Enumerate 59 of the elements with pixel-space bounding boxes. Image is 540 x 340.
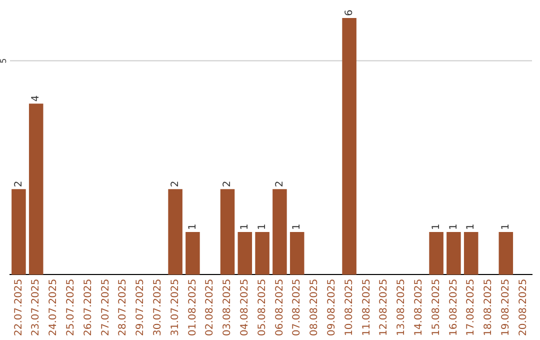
data-label: 2 (13, 180, 24, 188)
ref-line-label: 5 (0, 58, 8, 64)
x-tick-label: 29.07.2025 (135, 278, 146, 336)
data-label: 2 (170, 180, 181, 188)
bar (446, 232, 461, 275)
x-tick-label: 17.08.2025 (466, 278, 477, 336)
data-label: 2 (222, 180, 234, 188)
x-tick-label: 18.08.2025 (483, 278, 494, 336)
x-tick-label: 19.08.2025 (500, 278, 512, 336)
x-tick-label: 07.08.2025 (292, 278, 303, 336)
x-tick-label: 27.07.2025 (100, 278, 112, 336)
x-tick-label: 08.08.2025 (309, 278, 320, 336)
bar (290, 232, 304, 275)
x-tick-label: 12.08.2025 (378, 278, 390, 336)
bar (464, 232, 478, 275)
x-tick-label: 26.07.2025 (82, 278, 94, 336)
bar (429, 232, 444, 275)
x-tick-label: 16.08.2025 (448, 278, 460, 336)
x-tick-label: 09.08.2025 (326, 278, 338, 336)
x-tick-label: 03.08.2025 (222, 278, 234, 336)
x-tick-label: 25.07.2025 (65, 278, 76, 336)
x-tick-label: 22.07.2025 (13, 278, 24, 336)
data-label: 1 (466, 224, 477, 230)
x-tick-label: 14.08.2025 (413, 278, 424, 336)
bar (272, 189, 287, 275)
x-tick-label: 24.07.2025 (48, 278, 60, 336)
x-tick-label: 23.07.2025 (30, 278, 42, 336)
data-label: 2 (274, 180, 286, 188)
bar (168, 189, 182, 275)
data-label: 1 (187, 224, 198, 230)
x-tick-label: 06.08.2025 (274, 278, 286, 336)
data-label: 1 (239, 224, 250, 230)
x-tick-label: 15.08.2025 (430, 278, 442, 336)
bar (238, 232, 252, 275)
x-tick-label: 05.08.2025 (256, 278, 268, 336)
data-label: 1 (430, 224, 442, 230)
x-tick-label: 13.08.2025 (396, 278, 408, 336)
data-label: 1 (256, 224, 268, 230)
x-tick-label: 28.07.2025 (118, 278, 129, 336)
x-tick-label: 11.08.2025 (361, 278, 372, 336)
bar (498, 232, 514, 275)
x-tick-label: 04.08.2025 (239, 278, 250, 336)
x-tick-label: 30.07.2025 (152, 278, 164, 336)
x-tick-label: 10.08.2025 (344, 278, 355, 336)
data-label: 1 (500, 224, 512, 230)
bar (220, 189, 235, 275)
x-tick-label: 02.08.2025 (204, 278, 216, 336)
x-tick-label: 20.08.2025 (518, 278, 529, 336)
data-label: 1 (292, 224, 303, 230)
x-tick-label: 31.07.2025 (170, 278, 181, 336)
x-tick-label: 01.08.2025 (187, 278, 198, 336)
data-label: 6 (344, 10, 355, 16)
bar (255, 232, 270, 275)
bar (12, 189, 26, 275)
data-label: 4 (30, 95, 42, 102)
bar (28, 104, 44, 275)
data-label: 1 (448, 224, 460, 230)
bar (186, 232, 200, 275)
bar (342, 18, 356, 275)
